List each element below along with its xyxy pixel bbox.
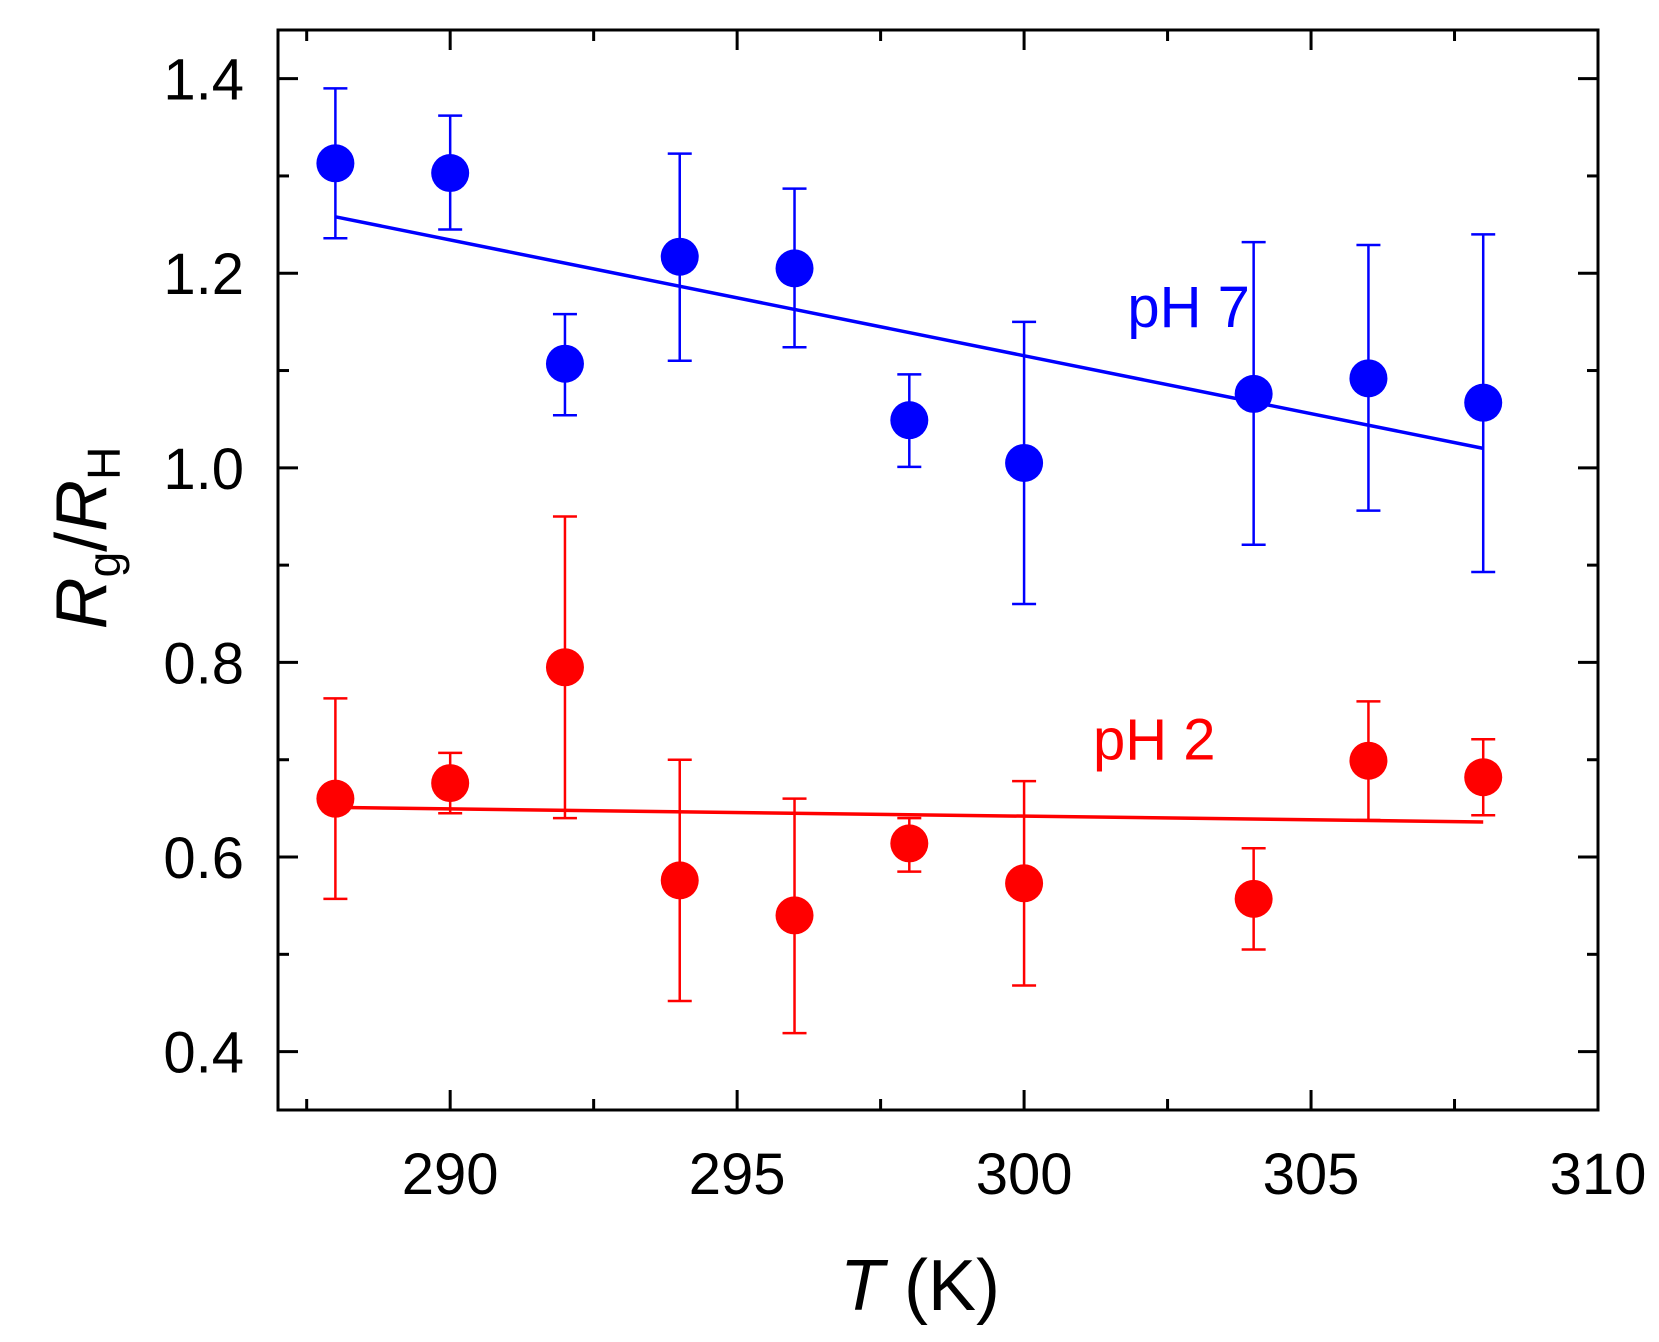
y-axis-title: Rg/RH	[42, 447, 130, 630]
data-point	[431, 154, 470, 193]
data-point	[1234, 879, 1273, 918]
y-axis-sub-h: H	[78, 447, 130, 480]
x-axis-title: T (K)	[840, 1246, 1000, 1326]
x-tick-label: 305	[1263, 1142, 1360, 1207]
y-tick-label: 0.4	[163, 1021, 244, 1086]
y-axis-sub-g: g	[78, 552, 130, 578]
axis-labels: 290 295 300 305 310 0.4 0.6 0.8 1.0 1.2 1.4	[163, 48, 1646, 1207]
fit-line	[335, 805, 1484, 824]
data-point	[660, 861, 699, 900]
data-point	[1464, 758, 1503, 797]
data-point	[1005, 864, 1044, 903]
y-tick-label: 0.8	[163, 631, 244, 696]
y-axis-slash: /	[42, 532, 122, 552]
x-tick-label: 310	[1550, 1142, 1647, 1207]
data-point	[775, 896, 814, 935]
fit-line	[335, 215, 1484, 451]
y-tick-label: 1.4	[163, 48, 244, 113]
data-point	[890, 824, 929, 863]
x-axis-unit: (K)	[884, 1246, 1000, 1326]
data-point	[660, 237, 699, 276]
data-point	[1005, 443, 1044, 482]
y-axis-var-r: R	[42, 577, 122, 629]
x-tick-label: 300	[976, 1142, 1073, 1207]
series-label: pH 7	[1127, 275, 1250, 340]
data-point	[545, 648, 584, 687]
data-point	[1349, 359, 1388, 398]
x-tick-label: 295	[689, 1142, 786, 1207]
series-label: pH 2	[1093, 708, 1216, 773]
data-point	[545, 344, 584, 383]
y-axis-var-r2: R	[42, 480, 122, 532]
plot-frame	[276, 28, 1600, 1112]
data-point	[1464, 383, 1503, 422]
series-ph2: pH 2	[316, 515, 1503, 1035]
plot-content: pH 7 pH 2	[316, 87, 1503, 1035]
series-ph7: pH 7	[316, 87, 1503, 606]
data-point	[890, 401, 929, 440]
data-point	[431, 764, 470, 803]
axis-ticks	[278, 30, 1600, 1110]
data-point	[316, 144, 355, 183]
data-point	[1234, 374, 1273, 413]
y-tick-label: 1.2	[163, 242, 244, 307]
y-tick-label: 0.6	[163, 826, 244, 891]
data-point	[1349, 741, 1388, 780]
y-tick-label: 1.0	[163, 437, 244, 502]
data-point	[316, 779, 355, 818]
data-point	[775, 249, 814, 288]
x-axis-variable: T	[840, 1246, 889, 1326]
x-tick-label: 290	[402, 1142, 499, 1207]
